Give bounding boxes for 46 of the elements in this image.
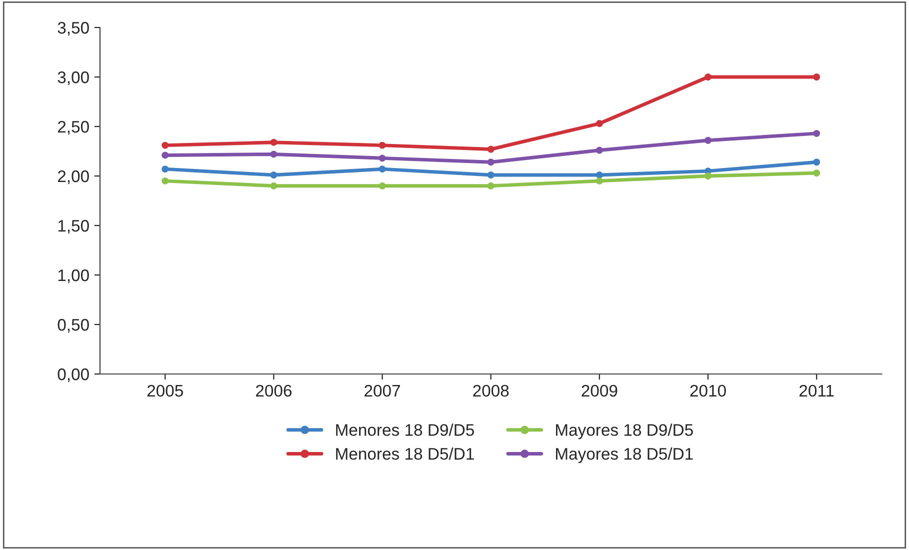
point (704, 136, 712, 144)
point (270, 172, 278, 178)
point (162, 166, 169, 173)
point (487, 146, 494, 153)
x-tick-label: 2008 (473, 384, 509, 397)
point (813, 170, 820, 177)
point (813, 158, 820, 166)
point (813, 130, 820, 137)
y-tick-label: 1,00 (58, 269, 89, 284)
legend-label: Mayores 18 D9/D5 (556, 424, 693, 440)
point (487, 172, 494, 178)
legend-label: Menores 18 D5/D1 (336, 448, 474, 460)
x-tick-label: 2005 (147, 384, 183, 397)
x-tick-label: 2011 (800, 384, 834, 397)
point (378, 142, 386, 149)
point (813, 74, 820, 80)
point (270, 150, 278, 158)
point (162, 152, 169, 159)
point (378, 166, 386, 173)
y-tick-label: 3,00 (58, 71, 89, 86)
y-tick-label: 1,50 (58, 220, 89, 234)
x-tick-label: 2010 (690, 384, 726, 397)
point (596, 146, 603, 154)
legend-label: Menores 18 D9/D5 (336, 424, 474, 436)
point (378, 154, 386, 162)
point (704, 74, 712, 80)
y-tick-label: 0,00 (58, 368, 89, 382)
point (487, 158, 494, 166)
point (596, 177, 603, 184)
x-tick-label: 2009 (582, 384, 618, 397)
point (162, 142, 169, 149)
point (378, 182, 386, 190)
point (596, 120, 603, 127)
point (596, 172, 603, 178)
y-tick-label: 0,50 (58, 318, 89, 333)
x-tick-label: 2007 (364, 384, 400, 397)
point (270, 138, 278, 146)
x-tick-label: 2006 (256, 384, 292, 397)
y-tick-label: 2,50 (58, 120, 89, 135)
y-tick-label: 2,00 (58, 170, 89, 184)
point (704, 172, 712, 180)
point (270, 182, 278, 190)
point (487, 182, 494, 190)
y-tick-label: 3,50 (58, 22, 89, 36)
point (162, 177, 169, 184)
legend-label: Mayores 18 D5/D1 (556, 448, 693, 464)
